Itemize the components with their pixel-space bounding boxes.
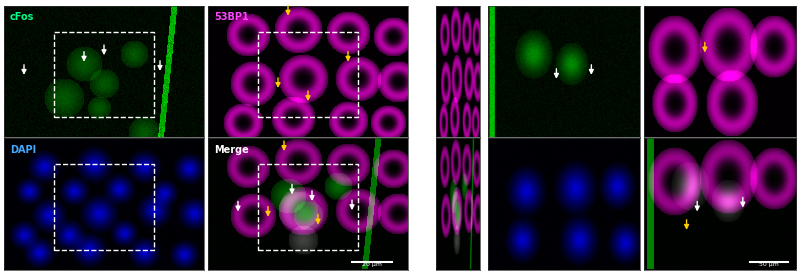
Bar <box>258 164 358 250</box>
Bar <box>258 32 358 117</box>
Bar <box>54 164 154 250</box>
Text: Merge: Merge <box>214 145 249 155</box>
Bar <box>54 32 154 117</box>
Text: 53BP1: 53BP1 <box>214 12 249 22</box>
Text: DAPI: DAPI <box>10 145 36 155</box>
Text: 50 μm: 50 μm <box>759 262 779 267</box>
Text: 20 μm: 20 μm <box>362 262 382 267</box>
Text: cFos: cFos <box>10 12 34 22</box>
